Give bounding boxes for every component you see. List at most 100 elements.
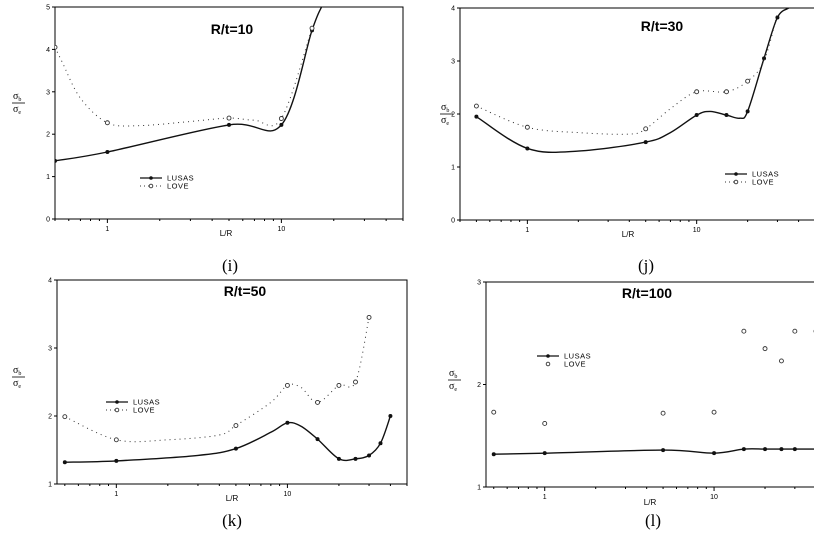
legend-lusas-label: LUSAS xyxy=(133,398,160,407)
love-data-point xyxy=(366,314,372,320)
plot-area xyxy=(55,7,323,163)
love-data-point xyxy=(778,358,784,364)
love-series-line xyxy=(64,317,370,443)
lusas-data-point xyxy=(367,453,372,458)
lusas-data-point xyxy=(279,122,284,127)
love-data-point xyxy=(309,25,315,31)
y-label-denominator: σe xyxy=(441,115,449,127)
lusas-data-point xyxy=(792,447,797,452)
y-tick-label: 3 xyxy=(451,59,455,66)
legend-love-label: LOVE xyxy=(564,360,586,369)
legend-love-marker xyxy=(114,407,120,413)
x-tick-label: 10 xyxy=(693,227,701,234)
lusas-series-line xyxy=(64,415,392,463)
legend-love-label: LOVE xyxy=(133,406,155,415)
plot-area xyxy=(491,328,814,457)
lusas-data-point xyxy=(661,448,666,453)
y-label-denominator: σe xyxy=(13,378,21,390)
love-data-point xyxy=(660,410,666,416)
x-tick-label: 10 xyxy=(710,494,718,501)
y-tick-label: 0 xyxy=(46,217,50,224)
lusas-data-point xyxy=(62,460,67,465)
y-tick-label: 2 xyxy=(48,414,52,421)
legend-lusas-marker xyxy=(115,400,119,404)
plot-area xyxy=(473,8,790,154)
love-data-point xyxy=(741,328,747,334)
plot-frame xyxy=(485,281,814,488)
y-label-numerator: σb xyxy=(441,102,449,114)
y-tick-label: 3 xyxy=(46,89,50,96)
chart-title: R/t=10 xyxy=(211,21,254,37)
y-label-denominator-sub: e xyxy=(18,110,21,116)
lusas-data-point xyxy=(762,56,767,61)
lusas-data-point xyxy=(353,456,358,461)
panel-caption: (j) xyxy=(638,256,654,275)
x-axis-label: L/R xyxy=(226,494,239,503)
chart-title: R/t=30 xyxy=(641,18,684,34)
y-tick-label: 4 xyxy=(46,47,50,54)
lusas-data-point xyxy=(694,113,699,118)
love-data-point xyxy=(55,44,58,50)
love-data-point xyxy=(62,414,68,420)
lusas-data-point xyxy=(741,447,746,452)
y-label-denominator-sub: e xyxy=(446,121,449,127)
y-tick-label: 2 xyxy=(451,112,455,119)
y-label-numerator: σb xyxy=(13,91,21,103)
panel-caption: (l) xyxy=(645,511,661,530)
love-data-point xyxy=(284,382,290,388)
panel-caption: (k) xyxy=(222,511,242,530)
legend-lusas-marker xyxy=(546,354,550,358)
love-data-point xyxy=(762,346,768,352)
lusas-data-point xyxy=(114,458,119,463)
love-data-point xyxy=(542,421,548,426)
love-data-point xyxy=(233,423,239,428)
y-tick-label: 2 xyxy=(477,382,481,389)
x-axis-label: L/R xyxy=(220,229,233,238)
love-data-point xyxy=(694,89,700,95)
y-label-denominator: σe xyxy=(13,104,21,116)
lusas-data-point xyxy=(285,420,290,425)
y-tick-label: 4 xyxy=(48,278,52,285)
lusas-data-point xyxy=(474,114,479,119)
lusas-data-point xyxy=(712,451,717,456)
lusas-data-point xyxy=(55,158,57,163)
love-data-point xyxy=(724,89,729,95)
lusas-data-point xyxy=(745,109,750,114)
lusas-data-point xyxy=(336,456,341,461)
y-label-numerator: σb xyxy=(449,368,457,380)
love-data-point xyxy=(643,126,649,132)
plot-area xyxy=(62,314,393,465)
y-tick-label: 1 xyxy=(48,482,52,489)
lusas-series-line xyxy=(55,7,323,162)
x-tick-label: 1 xyxy=(105,226,109,233)
lusas-data-point xyxy=(378,441,383,446)
love-data-point xyxy=(473,103,479,109)
lusas-data-point xyxy=(775,15,780,20)
plot-frame xyxy=(459,7,814,221)
love-data-point xyxy=(524,124,530,130)
legend-lusas-label: LUSAS xyxy=(167,174,194,183)
y-label-denominator-sub: e xyxy=(18,384,21,390)
love-data-point xyxy=(226,115,232,121)
y-tick-label: 0 xyxy=(451,218,455,225)
panel-caption: (i) xyxy=(222,256,238,275)
love-data-point xyxy=(336,382,342,388)
lusas-data-point xyxy=(105,150,110,155)
y-tick-label: 1 xyxy=(451,165,455,172)
y-label-numerator: σb xyxy=(13,365,21,377)
legend-lusas-marker xyxy=(149,176,153,180)
love-data-point xyxy=(278,116,284,121)
love-data-point xyxy=(792,328,798,334)
lusas-data-point xyxy=(542,451,547,456)
legend-love-marker xyxy=(545,361,551,367)
y-label-numerator-sub: b xyxy=(18,371,21,377)
love-series-line xyxy=(55,28,313,127)
plot-frame xyxy=(56,279,408,485)
x-tick-label: 1 xyxy=(114,491,118,498)
